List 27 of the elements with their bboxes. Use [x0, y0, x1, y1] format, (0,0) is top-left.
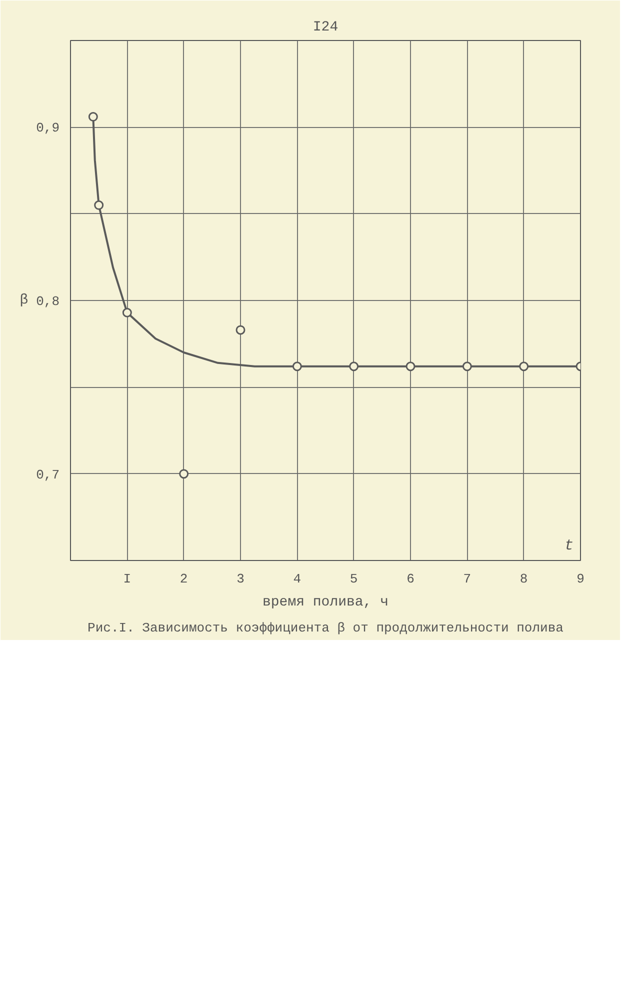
y-axis-title: β: [20, 292, 28, 308]
x-tick-label: 9: [576, 572, 584, 586]
point: [349, 362, 359, 372]
y-tick-label: 0,8: [36, 294, 60, 309]
x-axis-title: время полива, ч: [262, 594, 389, 610]
point: [88, 112, 98, 122]
point: [292, 362, 302, 372]
text: I24: [312, 20, 338, 36]
x-tick-label: 7: [463, 572, 472, 586]
x-tick-label: 5: [350, 572, 358, 586]
x-tick-label: 8: [520, 572, 528, 586]
x-tick-label: 6: [406, 572, 414, 586]
point: [519, 362, 529, 372]
point: [179, 469, 189, 479]
y-tick-label: 0,9: [36, 120, 60, 136]
point: [94, 200, 104, 210]
point: [462, 362, 472, 372]
text: Рис.I. Зависимость коэффициента β от продолжительности полива: [88, 620, 564, 636]
x-tick-label: 2: [180, 572, 188, 586]
point: [406, 362, 416, 372]
point: [236, 325, 246, 335]
y-tick-label: 0,7: [36, 467, 60, 482]
x-tick-label: 3: [236, 572, 244, 586]
annotation: t: [564, 538, 574, 554]
point: [122, 308, 132, 318]
x-tick-label: I: [123, 572, 132, 586]
x-tick-label: 4: [293, 572, 302, 586]
